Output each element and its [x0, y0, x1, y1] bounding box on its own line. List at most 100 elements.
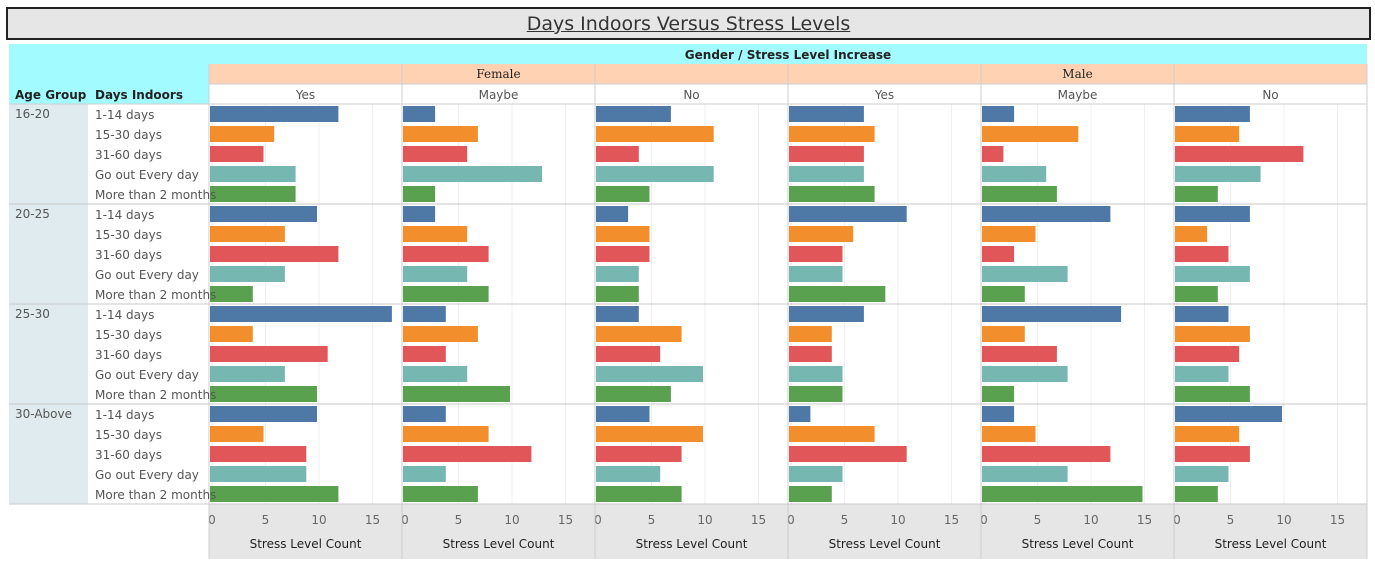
days-indoors-label: 31-60 days	[95, 148, 162, 162]
bar-male-maybe-16-20-4	[982, 186, 1057, 202]
x-tick-label: 5	[262, 513, 270, 527]
age-group-label: 25-30	[15, 307, 50, 321]
row-header-band	[9, 64, 209, 104]
bar-male-no-16-20-3	[1175, 166, 1261, 182]
bar-female-yes-16-20-3	[210, 166, 296, 182]
stress-level-label-maybe: Maybe	[479, 88, 519, 102]
days-indoors-label: 15-30 days	[95, 228, 162, 242]
axis-panel-bg	[595, 504, 788, 559]
bar-female-yes-20-25-4	[210, 286, 253, 302]
x-tick-label: 5	[1034, 513, 1042, 527]
x-tick-label: 15	[558, 513, 573, 527]
column-header-band	[9, 44, 1367, 64]
bar-female-maybe-25-30-2	[403, 346, 446, 362]
bar-female-yes-16-20-2	[210, 146, 264, 162]
days-indoors-label: 15-30 days	[95, 328, 162, 342]
x-tick-label: 10	[311, 513, 326, 527]
days-indoors-label: 15-30 days	[95, 128, 162, 142]
bar-female-maybe-16-20-3	[403, 166, 543, 182]
x-tick-label: 10	[697, 513, 712, 527]
bar-female-no-16-20-1	[596, 126, 714, 142]
x-tick-label: 5	[841, 513, 849, 527]
bar-female-yes-20-25-3	[210, 266, 285, 282]
x-tick-label: 15	[1330, 513, 1345, 527]
bar-male-yes-20-25-1	[789, 226, 854, 242]
bar-male-no-20-25-3	[1175, 266, 1250, 282]
bar-female-no-20-25-3	[596, 266, 639, 282]
bar-male-no-25-30-4	[1175, 386, 1250, 402]
x-tick-label: 15	[1137, 513, 1152, 527]
days-indoors-label: More than 2 months	[95, 488, 216, 502]
stress-level-label-yes: Yes	[295, 88, 315, 102]
bar-male-maybe-25-30-1	[982, 326, 1025, 342]
bar-female-no-30-above-3	[596, 466, 661, 482]
chart-title: Days Indoors Versus Stress Levels	[526, 13, 851, 35]
x-tick-label: 10	[1083, 513, 1098, 527]
bar-female-maybe-20-25-1	[403, 226, 468, 242]
bar-female-no-25-30-0	[596, 306, 639, 322]
bar-female-yes-20-25-1	[210, 226, 285, 242]
bar-male-no-20-25-4	[1175, 286, 1218, 302]
x-axis-label: Stress Level Count	[443, 537, 555, 551]
bar-female-no-20-25-1	[596, 226, 650, 242]
bar-female-no-16-20-4	[596, 186, 650, 202]
age-group-label: 20-25	[15, 207, 50, 221]
bar-female-maybe-25-30-1	[403, 326, 478, 342]
bar-male-no-16-20-1	[1175, 126, 1240, 142]
bar-male-yes-20-25-0	[789, 206, 907, 222]
bar-male-maybe-30-above-0	[982, 406, 1015, 422]
days-indoors-label: More than 2 months	[95, 388, 216, 402]
bar-female-yes-30-above-3	[210, 466, 307, 482]
bar-female-yes-25-30-0	[210, 306, 392, 322]
bar-male-maybe-25-30-3	[982, 366, 1068, 382]
age-group-label: 16-20	[15, 107, 50, 121]
bar-male-no-25-30-2	[1175, 346, 1240, 362]
bar-female-maybe-16-20-1	[403, 126, 478, 142]
x-tick-label: 0	[980, 513, 988, 527]
x-tick-label: 10	[890, 513, 905, 527]
bar-male-yes-16-20-3	[789, 166, 864, 182]
days-indoors-label: 15-30 days	[95, 428, 162, 442]
x-tick-label: 15	[365, 513, 380, 527]
stress-level-label-yes: Yes	[874, 88, 894, 102]
bar-male-yes-25-30-0	[789, 306, 864, 322]
bar-male-no-30-above-4	[1175, 486, 1218, 502]
bar-female-yes-30-above-4	[210, 486, 339, 502]
bar-male-yes-30-above-2	[789, 446, 907, 462]
x-axis-label: Stress Level Count	[1215, 537, 1327, 551]
bar-female-yes-20-25-2	[210, 246, 339, 262]
bar-female-maybe-30-above-3	[403, 466, 446, 482]
bar-male-yes-20-25-3	[789, 266, 843, 282]
days-indoors-label: 31-60 days	[95, 448, 162, 462]
bar-male-yes-25-30-4	[789, 386, 843, 402]
bar-male-yes-30-above-1	[789, 426, 875, 442]
bar-male-yes-16-20-1	[789, 126, 875, 142]
x-tick-label: 15	[751, 513, 766, 527]
axis-panel-bg	[981, 504, 1174, 559]
bar-male-no-16-20-2	[1175, 146, 1304, 162]
x-axis-label: Stress Level Count	[1022, 537, 1134, 551]
bar-female-yes-25-30-3	[210, 366, 285, 382]
bar-female-maybe-16-20-0	[403, 106, 436, 122]
bar-male-no-30-above-3	[1175, 466, 1229, 482]
bar-female-no-30-above-2	[596, 446, 682, 462]
bar-female-maybe-30-above-0	[403, 406, 446, 422]
bar-female-yes-25-30-4	[210, 386, 317, 402]
x-tick-label: 10	[1276, 513, 1291, 527]
days-indoors-label: 1-14 days	[95, 108, 154, 122]
bar-male-maybe-20-25-4	[982, 286, 1025, 302]
bar-male-yes-16-20-2	[789, 146, 864, 162]
bar-female-no-20-25-2	[596, 246, 650, 262]
bar-female-no-25-30-4	[596, 386, 671, 402]
bar-male-yes-30-above-0	[789, 406, 811, 422]
bar-male-no-25-30-0	[1175, 306, 1229, 322]
bar-male-maybe-30-above-3	[982, 466, 1068, 482]
bar-female-no-25-30-3	[596, 366, 703, 382]
bar-female-yes-16-20-4	[210, 186, 296, 202]
bar-female-maybe-20-25-0	[403, 206, 436, 222]
bar-male-maybe-16-20-3	[982, 166, 1047, 182]
days-indoors-label: 31-60 days	[95, 248, 162, 262]
stress-level-label-no: No	[1262, 88, 1278, 102]
bar-male-maybe-25-30-0	[982, 306, 1122, 322]
x-tick-label: 5	[648, 513, 656, 527]
